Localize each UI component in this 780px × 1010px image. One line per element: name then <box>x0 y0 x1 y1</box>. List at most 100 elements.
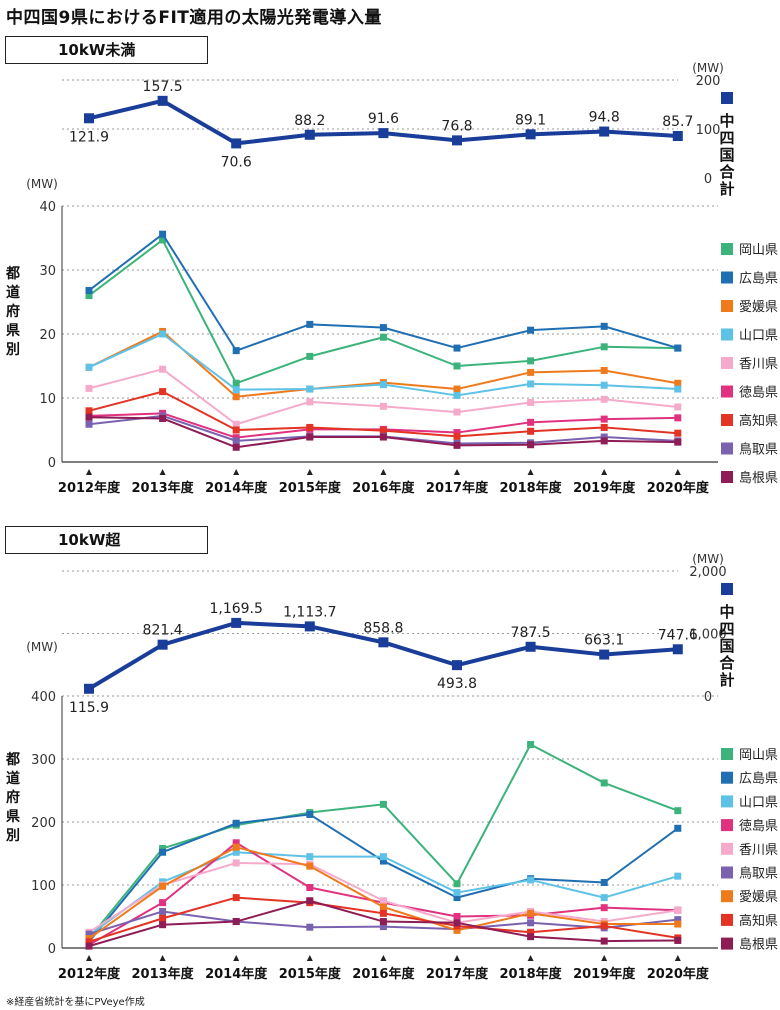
total-data-point <box>231 138 242 149</box>
legend-label-total-char: 計 <box>719 671 734 689</box>
section-label-over-10kw: 10kW超 <box>5 526 208 554</box>
total-data-label: 115.9 <box>69 700 109 716</box>
data-point-香川県 <box>453 408 461 416</box>
total-tick-label: 0 <box>704 690 712 705</box>
x-tick-label: 2014年度 <box>205 966 268 982</box>
data-point-愛媛県 <box>453 385 461 393</box>
legend-label-愛媛県: 愛媛県 <box>739 890 778 905</box>
legend-label-香川県: 香川県 <box>739 357 778 372</box>
prefecture-tick-label: 30 <box>39 264 56 279</box>
data-point-高知県 <box>306 423 314 431</box>
data-point-山口県 <box>674 385 682 393</box>
data-point-鳥取県 <box>85 930 93 938</box>
data-point-山口県 <box>600 381 608 389</box>
legend-label-徳島県: 徳島県 <box>739 386 778 401</box>
total-data-point <box>84 683 94 694</box>
data-point-香川県 <box>527 398 535 406</box>
total-data-label: 70.6 <box>221 154 252 170</box>
legend-marker-広島県 <box>721 271 733 284</box>
total-tick-label: 0 <box>704 172 712 187</box>
data-point-島根県 <box>600 937 608 945</box>
footnote: ※経産省統計を基にPVeye作成 <box>6 997 145 1008</box>
data-point-島根県 <box>453 919 461 927</box>
x-tick-marker <box>233 469 240 475</box>
data-point-高知県 <box>232 894 240 902</box>
total-data-point <box>599 126 610 137</box>
data-point-徳島県 <box>453 429 461 437</box>
legend-label-山口県: 山口県 <box>739 795 778 810</box>
data-point-岡山県 <box>527 741 535 749</box>
series-line-広島県 <box>88 233 679 352</box>
data-point-高知県 <box>453 432 461 440</box>
data-point-島根県 <box>674 438 682 446</box>
prefecture-tick-label: 0 <box>48 456 56 471</box>
x-tick-label: 2019年度 <box>573 480 636 496</box>
data-point-山口県 <box>527 876 535 884</box>
data-point-島根県 <box>379 918 387 926</box>
legend-marker-島根県 <box>721 937 733 950</box>
data-point-広島県 <box>379 857 387 865</box>
data-point-広島県 <box>85 286 93 294</box>
prefecture-unit-label: (MW) <box>26 640 58 654</box>
total-data-point <box>231 617 242 628</box>
data-point-愛媛県 <box>674 920 682 928</box>
x-tick-marker <box>380 955 387 961</box>
total-tick-label: 100 <box>696 123 721 138</box>
legend-label-香川県: 香川県 <box>739 843 778 858</box>
legend-marker-愛媛県 <box>721 890 733 903</box>
total-unit-label: (MW) <box>692 552 724 566</box>
data-point-高知県 <box>379 909 387 917</box>
x-tick-label: 2012年度 <box>58 966 121 982</box>
prefecture-axis-title-char: 道 <box>6 284 20 301</box>
prefecture-tick-label: 20 <box>39 328 56 343</box>
data-point-山口県 <box>306 853 314 861</box>
section-label-under-10kw: 10kW未満 <box>5 36 208 64</box>
data-point-山口県 <box>379 853 387 861</box>
x-tick-label: 2020年度 <box>647 966 710 982</box>
data-point-鳥取県 <box>85 420 93 428</box>
data-point-山口県 <box>232 848 240 856</box>
legend-label-高知県: 高知県 <box>739 913 778 929</box>
x-tick-label: 2013年度 <box>132 480 195 496</box>
x-tick-marker <box>86 955 92 961</box>
data-point-広島県 <box>453 344 461 352</box>
total-tick-label: 2,000 <box>689 565 726 580</box>
data-point-徳島県 <box>232 839 240 847</box>
x-tick-marker <box>380 469 387 475</box>
x-tick-marker <box>306 469 313 475</box>
data-point-広島県 <box>453 894 461 902</box>
x-tick-label: 2012年度 <box>58 480 121 496</box>
total-data-label: 89.1 <box>515 112 546 128</box>
data-point-岡山県 <box>159 844 167 852</box>
data-point-香川県 <box>379 897 387 905</box>
data-point-香川県 <box>379 402 387 410</box>
data-point-高知県 <box>85 938 93 946</box>
data-point-島根県 <box>379 433 387 441</box>
prefecture-axis-title-char: 県 <box>6 809 20 825</box>
legend-marker-島根県 <box>721 471 733 483</box>
legend-label-total-char: 国 <box>719 637 734 655</box>
x-tick-marker <box>674 955 681 961</box>
total-data-label: 76.8 <box>441 118 472 134</box>
data-point-鳥取県 <box>232 437 240 445</box>
data-point-愛媛県 <box>527 368 535 376</box>
data-point-香川県 <box>674 403 682 411</box>
legend-marker-岡山県 <box>721 243 733 255</box>
legend-label-total-char: 中 <box>719 603 734 621</box>
data-point-愛媛県 <box>306 862 314 870</box>
legend-marker-徳島県 <box>721 819 733 832</box>
series-line-岡山県 <box>88 238 678 385</box>
prefecture-axis-title-char: 都 <box>5 266 20 282</box>
x-tick-marker <box>159 469 166 475</box>
legend-label-山口県: 山口県 <box>739 329 778 344</box>
data-point-徳島県 <box>600 904 608 912</box>
data-point-高知県 <box>159 914 167 922</box>
x-tick-marker <box>674 469 681 475</box>
legend-label-total-char: 中 <box>719 112 734 130</box>
x-tick-label: 2018年度 <box>500 966 563 982</box>
data-point-岡山県 <box>600 343 608 351</box>
legend-marker-高知県 <box>721 414 733 426</box>
series-line-香川県 <box>88 368 678 426</box>
data-point-広島県 <box>600 878 608 886</box>
